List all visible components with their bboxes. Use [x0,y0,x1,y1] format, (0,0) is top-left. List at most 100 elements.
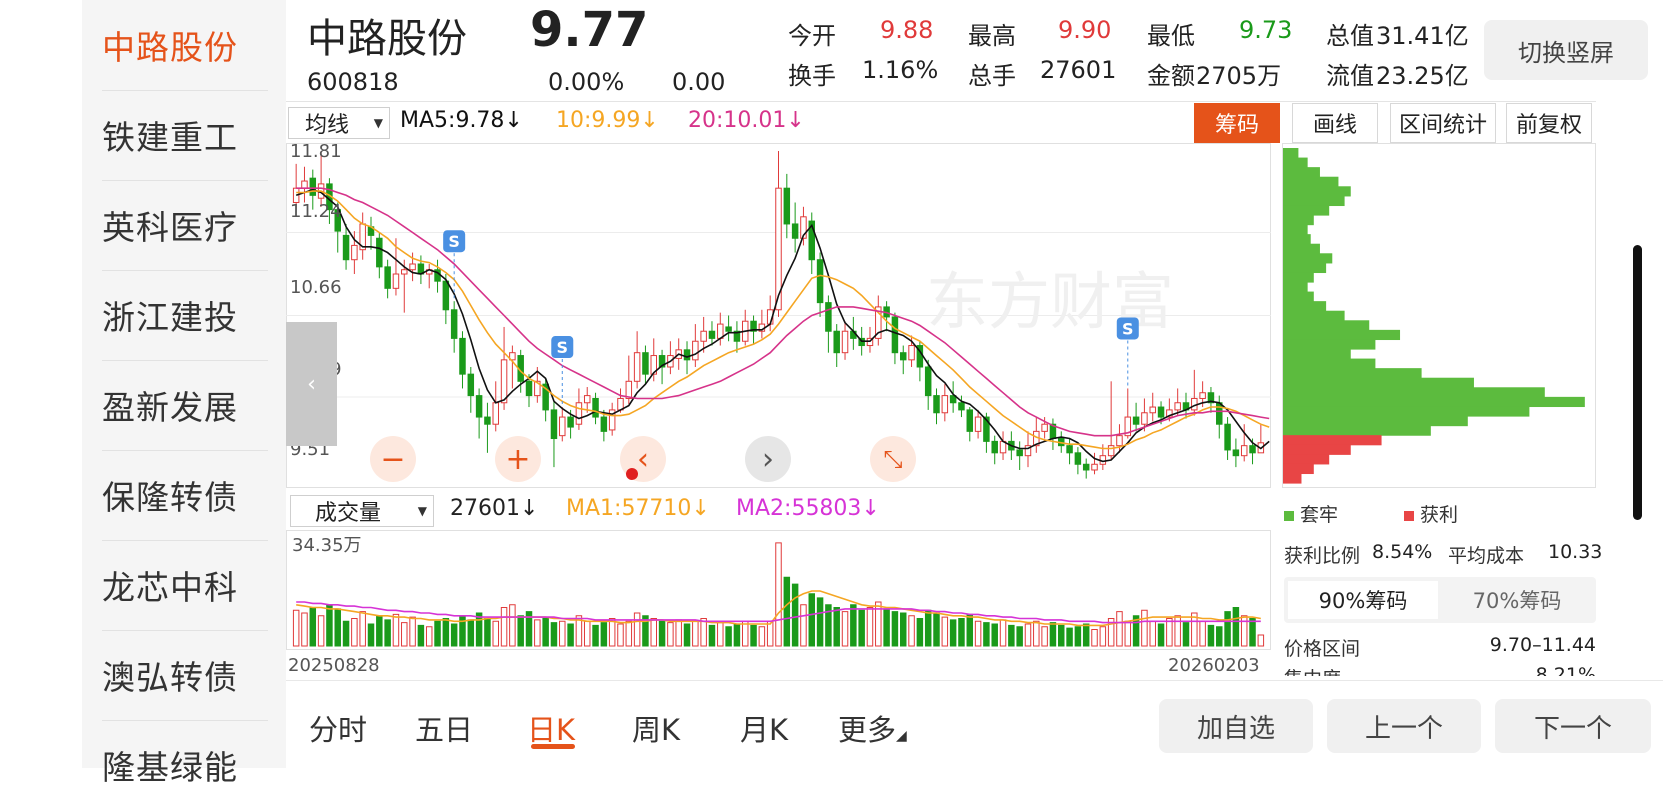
range-stats-button[interactable]: 区间统计 [1390,103,1496,143]
chip-bar-trapped [1283,272,1314,283]
tab-more[interactable]: 更多◢ [838,713,907,747]
sidebar-item-longji[interactable]: 隆基绿能 [102,748,238,787]
volume-bar [559,620,566,647]
left-gutter [0,0,82,768]
volume-bar [642,615,649,647]
candle-body [334,209,341,232]
volume-bar [450,623,458,647]
sidebar-item-tiejian[interactable]: 铁建重工 [102,90,268,181]
volume-bar [783,576,791,647]
candle-body [1249,445,1256,454]
sidebar-item-aohong[interactable]: 澳弘转债 [102,630,268,721]
candle-body [891,316,899,354]
volume-bar [1132,615,1140,647]
chip-bar-trapped [1283,186,1351,197]
chip-bar-trapped [1283,310,1345,321]
ma5-line [295,188,1270,463]
candle-body [1074,452,1082,465]
zoom-out-button[interactable]: − [370,436,416,482]
down-arrow-icon: ↓ [520,496,539,521]
sidebar-item-longxin[interactable]: 龙芯中科 [102,540,268,631]
vertical-scrollbar[interactable] [1633,245,1642,520]
chevron-left-icon: ‹ [637,441,649,477]
chip-bar-trapped [1283,339,1376,350]
volume-bar [775,542,782,647]
sidebar-item-zhonglu[interactable]: 中路股份 [102,0,268,91]
volume-bar [1174,615,1181,647]
prev-stock-button[interactable]: 上一个 [1327,699,1481,753]
chevron-right-icon: › [762,441,774,477]
volume-bar [1216,626,1223,647]
volume-bar [1074,626,1082,647]
chip-bar-profit [1283,444,1351,455]
volume-bar [326,604,333,647]
tab-weekly-k[interactable]: 周K [632,713,681,747]
chart-scroll-handle[interactable]: ‹ [286,322,337,446]
tab-monthly-k[interactable]: 月K [740,713,789,747]
collapse-button[interactable]: ⤡ [870,436,916,482]
switch-portrait-button[interactable]: 切换竖屏 [1484,20,1648,80]
signal-label: S [557,338,569,357]
volume-select[interactable]: 成交量 ▼ [290,495,434,527]
candle-body [525,380,533,397]
zoom-in-button[interactable]: + [495,436,541,482]
dropdown-arrow-icon: ▼ [373,116,383,130]
next-stock-button[interactable]: 下一个 [1495,699,1651,753]
volume-ma-lines [296,590,1261,627]
candle-body [500,359,508,404]
candle-body [1232,449,1240,457]
candle-body [841,330,849,354]
candle-body [442,280,450,311]
chip-bar-trapped [1283,349,1351,360]
volume-bar [899,612,907,647]
high-label: 最高 [968,22,1016,50]
volume-bar [475,612,483,647]
tab-daily-k[interactable]: 日K [527,713,576,747]
chip-bar-trapped [1283,377,1474,388]
volume-bar [717,622,724,647]
low-value: 9.73 [1239,16,1293,44]
candle-body [542,383,549,411]
tab-chip-90[interactable]: 90%筹码 [1288,581,1438,619]
adjust-button[interactable]: 前复权 [1506,103,1592,143]
volume-bar [974,620,982,647]
down-arrow-icon: ↓ [861,496,880,521]
current-price: 9.77 [530,2,649,58]
volume-bar [816,597,824,647]
tab-intraday[interactable]: 分时 [309,713,368,747]
trapped-swatch [1284,511,1294,521]
sidebar-item-baolong[interactable]: 保隆转债 [102,450,268,541]
volume-bar [808,593,816,647]
move-right-button[interactable]: › [745,436,791,482]
volume-bar [841,611,849,647]
chip-button[interactable]: 筹码 [1194,103,1280,143]
candle-body [875,306,882,339]
chip-bar-trapped [1283,282,1308,293]
concentration-value: 8.21% [1535,664,1596,676]
volume-bar [1049,622,1057,647]
ma-select[interactable]: 均线 ▼ [288,107,390,139]
tab-chip-70[interactable]: 70%筹码 [1472,589,1562,613]
candle-body [833,330,840,354]
draw-line-button[interactable]: 画线 [1292,103,1378,143]
sidebar-item-yingke[interactable]: 英科医疗 [102,180,268,271]
volume-bar [292,609,300,647]
volume-bar [833,607,840,647]
cap-value: 31.41亿 [1376,22,1469,50]
hands-label: 总手 [968,62,1016,90]
candle-body [683,349,691,361]
candle-body [1066,445,1073,454]
stock-code: 600818 [307,68,399,96]
signal-label: S [1122,319,1134,338]
sidebar-item-zhejiang[interactable]: 浙江建投 [102,270,268,361]
chip-bar-trapped [1283,167,1320,178]
tab-five-day[interactable]: 五日 [415,713,474,747]
candle-body [1124,416,1132,437]
stock-name: 中路股份 [307,16,467,62]
volume-bar [891,611,899,647]
sidebar-item-yingxin[interactable]: 盈新发展 [102,360,268,451]
chip-bar-trapped [1283,301,1327,312]
add-watchlist-button[interactable]: 加自选 [1159,699,1313,753]
volume-bar [1157,623,1165,647]
